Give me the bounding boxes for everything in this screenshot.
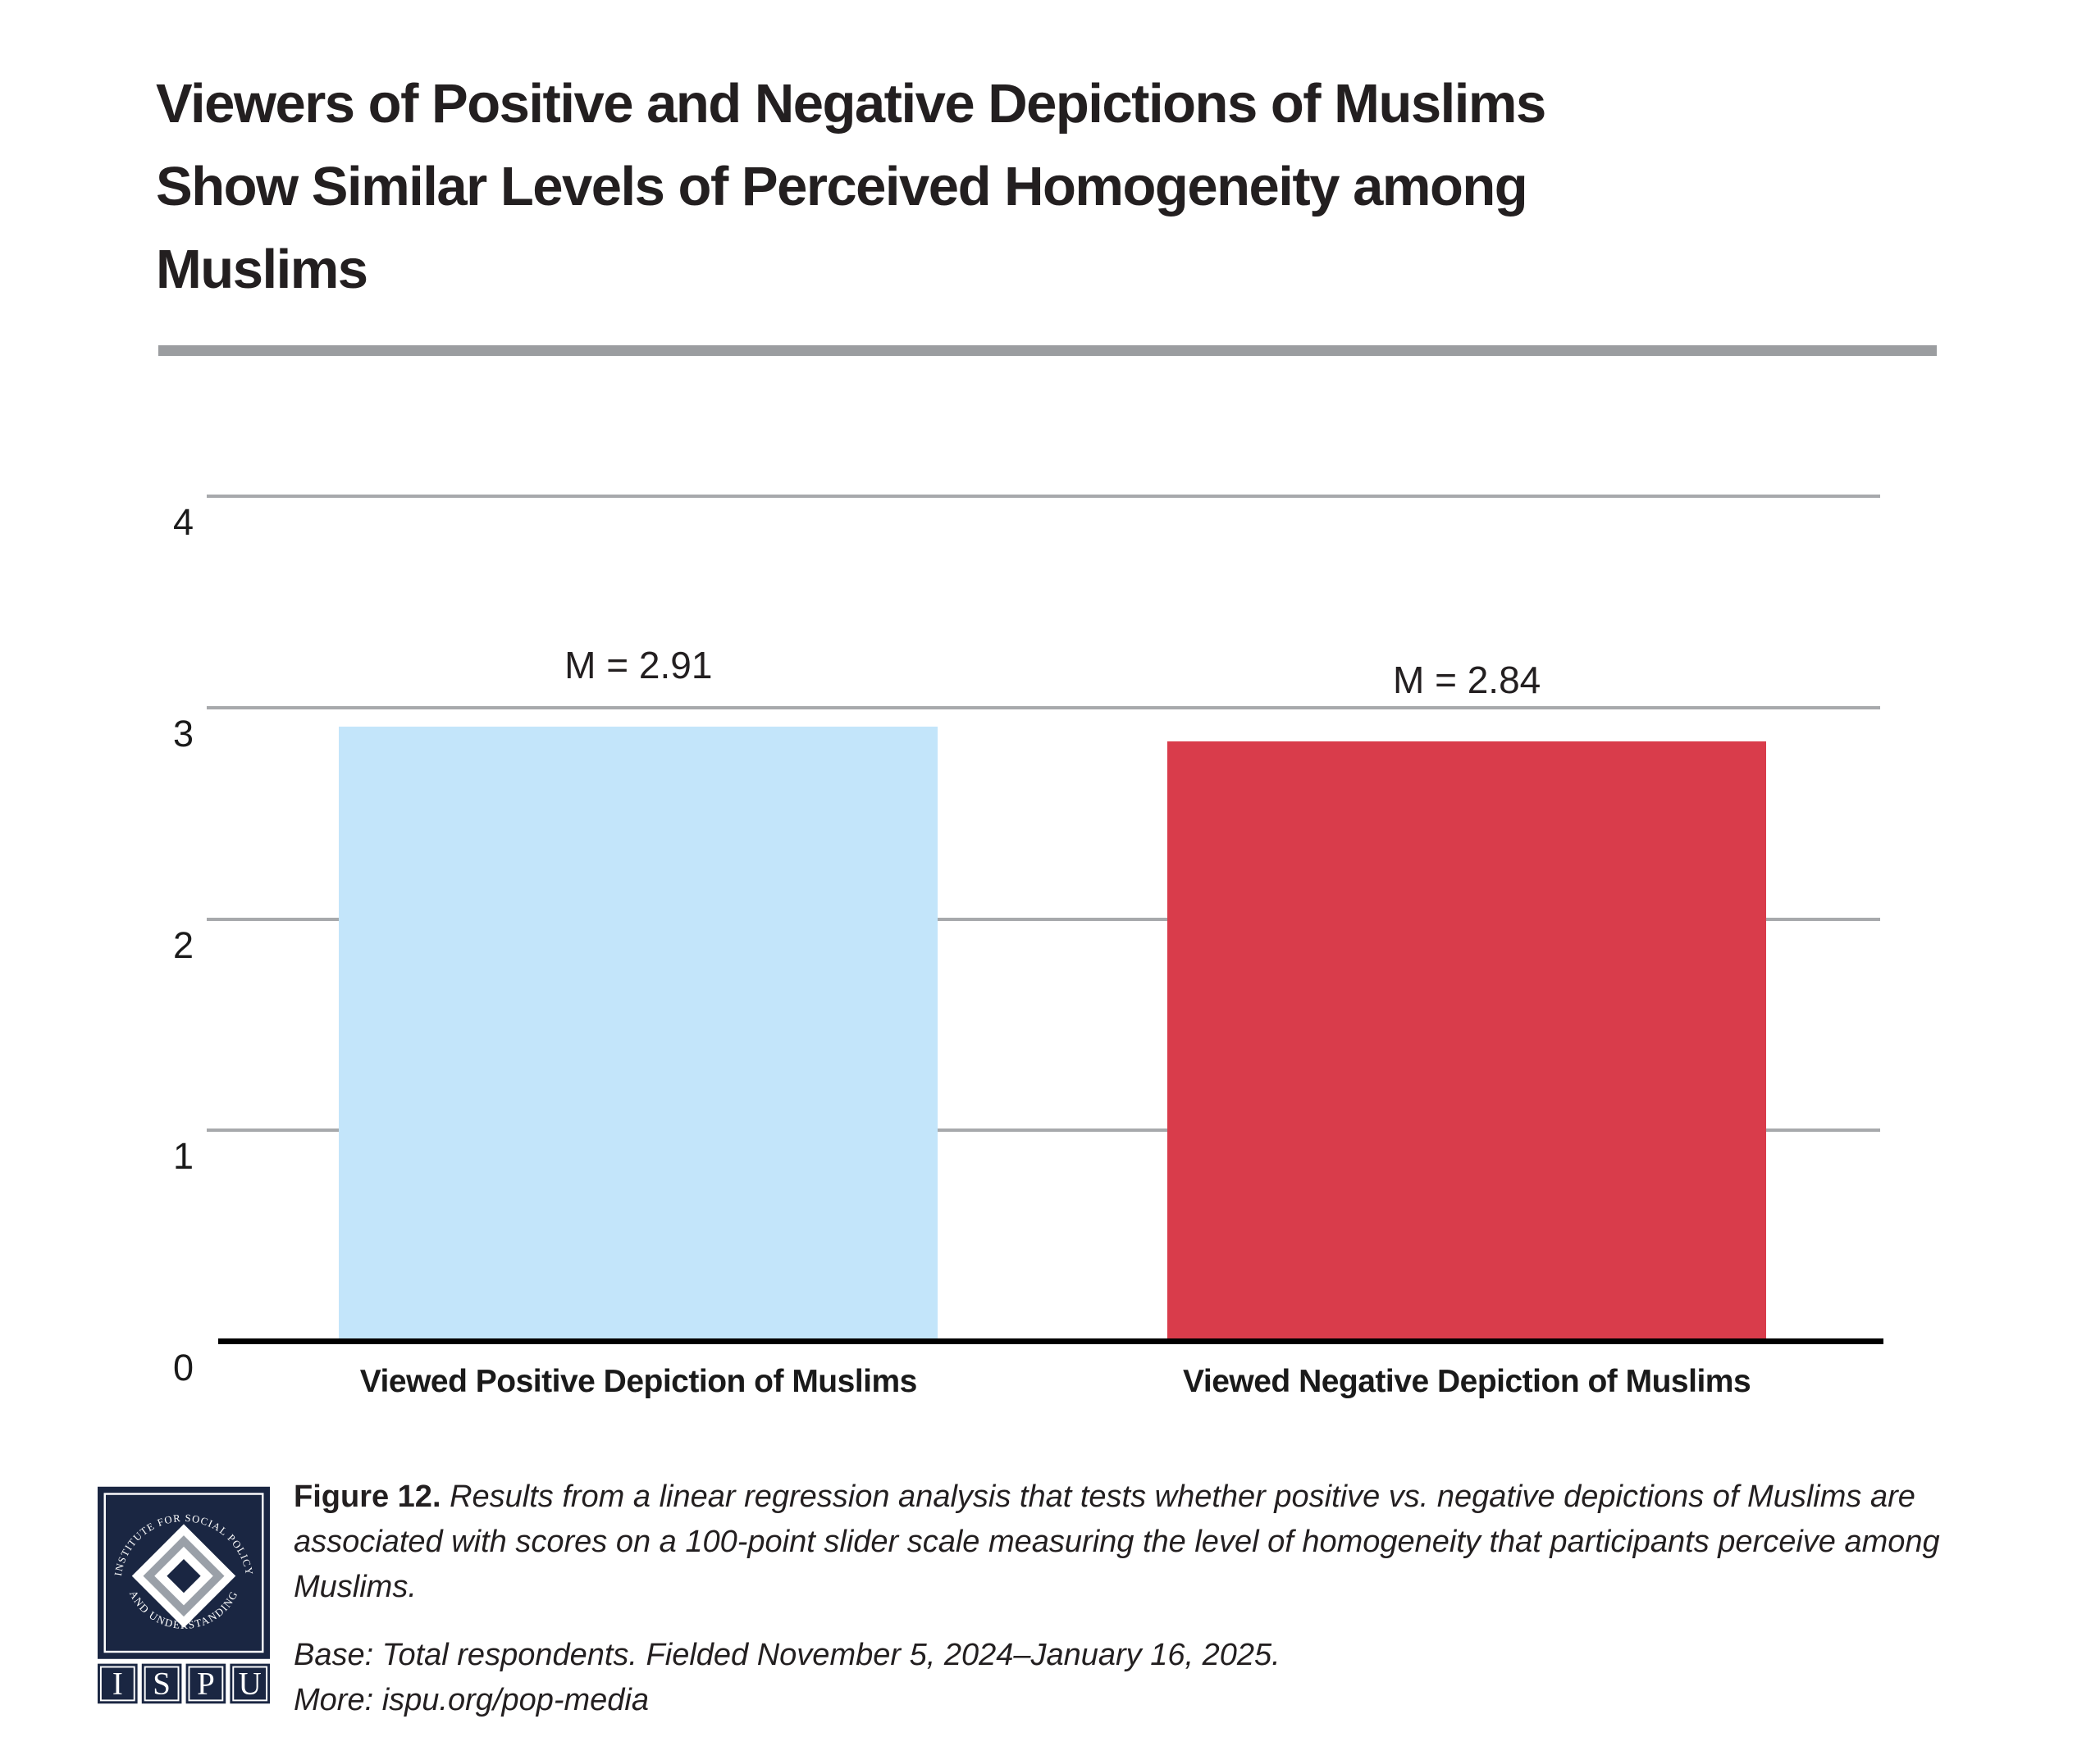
figure-number-label: Figure 12. bbox=[294, 1480, 441, 1514]
logo-diamond-icon bbox=[131, 1524, 236, 1628]
base-note: Base: Total respondents. Fielded Novembe… bbox=[294, 1638, 1281, 1672]
page-title-line-1: Viewers of Positive and Negative Depicti… bbox=[156, 73, 1546, 135]
page-title: Viewers of Positive and Negative Depicti… bbox=[156, 62, 1961, 311]
logo-letter-u: U bbox=[239, 1667, 262, 1702]
gridline-2 bbox=[207, 917, 1880, 921]
y-tick-label-0: 0 bbox=[172, 1347, 194, 1388]
gridline-4 bbox=[207, 495, 1880, 498]
category-label-0: Viewed Positive Depiction of Muslims bbox=[359, 1364, 918, 1399]
ispu-logo: INSTITUTE FOR SOCIAL POLICY AND UNDERSTA… bbox=[98, 1486, 270, 1704]
logo-letter-p: P bbox=[197, 1667, 215, 1702]
figure-caption-block: Figure 12. Results from a linear regress… bbox=[294, 1475, 1942, 1723]
category-label-1: Viewed Negative Depiction of Muslims bbox=[1183, 1364, 1751, 1399]
bar-value-label-0: M = 2.91 bbox=[564, 643, 713, 686]
y-tick-label-3: 3 bbox=[172, 712, 194, 755]
bar-1 bbox=[1166, 741, 1767, 1342]
page-title-line-3: Muslims bbox=[156, 239, 368, 300]
x-axis-line bbox=[218, 1338, 1883, 1344]
logo-letter-s: S bbox=[153, 1667, 171, 1702]
figure-caption-text: Results from a linear regression analysi… bbox=[294, 1480, 1940, 1604]
gridline-3 bbox=[207, 705, 1880, 709]
page-title-line-2: Show Similar Levels of Perceived Homogen… bbox=[156, 156, 1528, 217]
gridline-1 bbox=[207, 1128, 1880, 1133]
title-divider bbox=[158, 345, 1937, 356]
bar-chart-plot-area: 0 1 2 3 4 M = 2.91 Viewed Positive Depiction o… bbox=[173, 495, 1883, 1399]
logo-letter-i: I bbox=[112, 1667, 123, 1702]
bar-value-label-1: M = 2.84 bbox=[1392, 659, 1541, 701]
bar-0 bbox=[339, 726, 938, 1342]
logo-inner-border bbox=[103, 1493, 264, 1653]
figure-caption: Figure 12. Results from a linear regress… bbox=[294, 1475, 1942, 1610]
y-tick-label-1: 1 bbox=[172, 1135, 194, 1178]
more-note: More: ispu.org/pop-media bbox=[294, 1683, 649, 1717]
y-tick-label-4: 4 bbox=[172, 501, 194, 543]
logo-letter-tiles: I S P U bbox=[98, 1663, 270, 1704]
ispu-logo-graphic: INSTITUTE FOR SOCIAL POLICY AND UNDERSTA… bbox=[98, 1486, 270, 1704]
y-tick-label-2: 2 bbox=[172, 923, 194, 966]
